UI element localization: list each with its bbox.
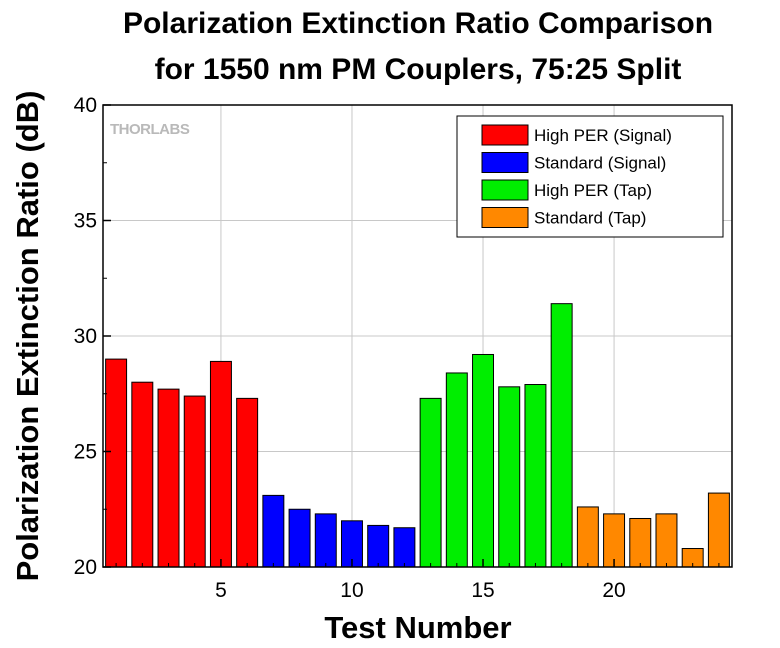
- legend-label: Standard (Signal): [534, 154, 666, 173]
- bar: [183, 395, 206, 568]
- tick-labels: 5 10 15 20 20 25 30 35 40: [74, 94, 626, 602]
- x-tick-label: 15: [471, 579, 494, 602]
- legend-swatch: [481, 179, 529, 201]
- bar: [498, 386, 521, 568]
- bar: [419, 397, 442, 568]
- bar: [209, 360, 232, 568]
- legend-swatch: [481, 152, 529, 173]
- bar: [314, 513, 337, 568]
- y-tick-label: 20: [74, 556, 97, 579]
- x-axis-title: Test Number: [324, 610, 511, 645]
- bar: [288, 508, 311, 568]
- bar: [157, 388, 180, 568]
- axis-ticks: [103, 104, 720, 568]
- legend-items: High PER (Signal) Standard (Signal) High P…: [481, 124, 672, 228]
- chart-title-line-2: for 1550 nm PM Couplers, 75:25 Split: [155, 53, 682, 86]
- bar: [576, 506, 599, 568]
- bar: [472, 353, 495, 568]
- bar: [550, 303, 573, 568]
- y-tick-label: 25: [74, 441, 97, 464]
- bar: [445, 372, 468, 568]
- bar: [524, 384, 547, 568]
- legend-swatch: [481, 124, 529, 146]
- bar: [629, 517, 652, 568]
- legend: High PER (Signal) Standard (Signal) High P…: [456, 115, 724, 238]
- x-tick-label: 10: [340, 579, 363, 602]
- legend-label: High PER (Tap): [534, 181, 652, 200]
- bar: [367, 524, 390, 568]
- y-tick-label: 40: [74, 94, 97, 117]
- bar: [393, 527, 416, 568]
- bar: [105, 358, 128, 568]
- y-tick-label: 35: [74, 210, 97, 233]
- legend-label: High PER (Signal): [534, 126, 672, 145]
- y-axis-title: Polarization Extinction Ratio (dB): [10, 91, 45, 582]
- bars: [105, 303, 730, 568]
- bar: [236, 397, 259, 568]
- y-tick-label: 30: [74, 325, 97, 348]
- legend-label: Standard (Tap): [534, 209, 646, 228]
- x-tick-label: 20: [602, 579, 625, 602]
- bar: [131, 381, 154, 568]
- x-tick-label: 5: [215, 579, 227, 602]
- legend-swatch: [481, 207, 529, 228]
- bar: [707, 492, 730, 568]
- chart-title-line-1: Polarization Extinction Ratio Comparison: [123, 7, 713, 40]
- bar: [262, 494, 285, 568]
- bar: [655, 513, 678, 568]
- thorlabs-watermark: THORLABS: [110, 121, 190, 138]
